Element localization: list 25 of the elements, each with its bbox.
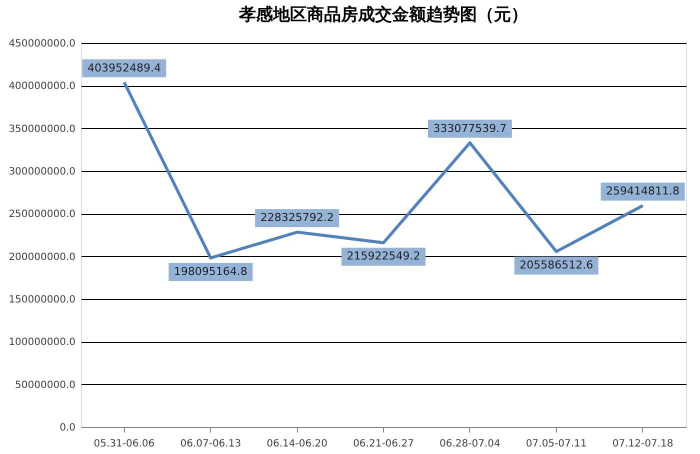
data-label: 228325792.2 [260, 211, 334, 224]
y-tick-label: 50000000.0 [15, 380, 76, 391]
x-tick-label: 06.21-06.27 [353, 438, 414, 450]
x-tick-label: 06.07-06.13 [180, 438, 242, 450]
y-tick-label: 350000000.0 [8, 124, 76, 135]
x-tick-label: 06.14-06.20 [266, 438, 328, 450]
data-label: 215922549.2 [346, 250, 420, 263]
y-tick-label: 450000000.0 [8, 38, 76, 50]
chart-title: 孝感地区商品房成交金额趋势图（元） [238, 5, 528, 25]
y-tick-label: 100000000.0 [8, 337, 76, 348]
data-label: 333077539.7 [433, 122, 507, 135]
x-tick-label: 06.28-07.04 [439, 438, 500, 450]
y-tick-label: 0.0 [60, 422, 76, 434]
data-label: 205586512.6 [520, 258, 594, 272]
x-tick-label: 07.05-07.11 [526, 438, 587, 450]
data-label: 403952489.4 [87, 61, 161, 74]
data-label: 198095164.8 [174, 264, 248, 278]
y-tick-label: 200000000.0 [8, 252, 76, 263]
x-tick-label: 05.31-06.06 [94, 438, 155, 450]
data-label: 259414811.8 [606, 184, 680, 198]
y-tick-label: 250000000.0 [8, 209, 76, 220]
y-tick-label: 150000000.0 [8, 294, 76, 306]
y-tick-label: 300000000.0 [8, 166, 76, 178]
x-tick-label: 07.12-07.18 [612, 438, 674, 450]
y-tick-label: 400000000.0 [8, 81, 76, 92]
